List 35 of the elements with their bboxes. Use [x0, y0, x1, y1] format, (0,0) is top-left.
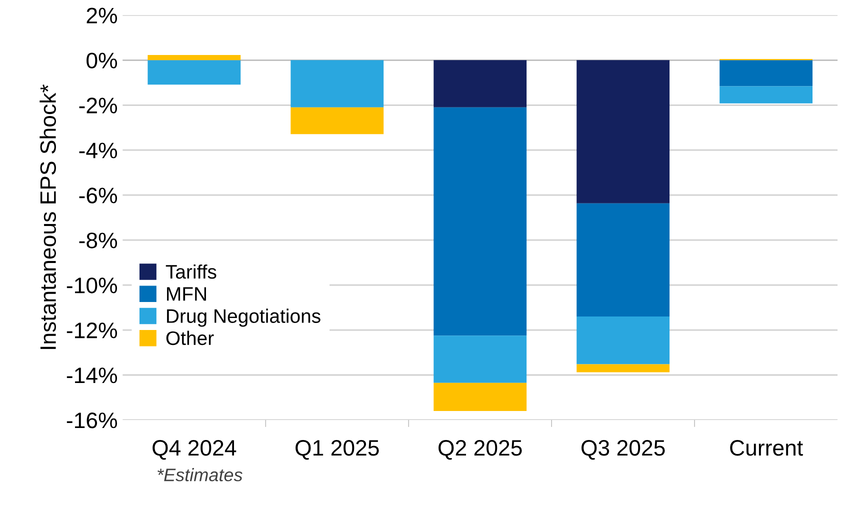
bar: [720, 86, 813, 104]
x-tick-label: Current: [730, 440, 803, 456]
x-tick-label: Q2 2025: [438, 440, 522, 460]
y-tick-label: -2%: [79, 98, 118, 114]
y-axis-title: Instantaneous EPS Shock*: [40, 84, 56, 349]
bar: [576, 316, 670, 364]
bar: [720, 60, 813, 86]
y-tick-label: -10%: [66, 278, 118, 294]
y-tick-label: 0%: [86, 52, 118, 68]
bar: [576, 203, 670, 317]
legend-label: MFN: [167, 287, 206, 301]
y-tick-label: -12%: [66, 322, 118, 338]
y-tick-label: -8%: [79, 232, 118, 248]
legend-label: Tariffs: [166, 264, 216, 279]
y-tick-label: -4%: [79, 142, 118, 158]
bar: [290, 60, 384, 108]
legend-label: Other: [166, 330, 214, 346]
bar: [434, 60, 527, 108]
bar: [576, 60, 670, 204]
bar: [434, 336, 527, 383]
x-tick-label: Q4 2024: [152, 440, 236, 460]
y-tick-label: -16%: [66, 412, 118, 428]
bar: [290, 107, 384, 134]
bar: [576, 364, 670, 372]
y-tick-label: -6%: [79, 188, 118, 204]
bar: [434, 382, 527, 411]
x-tick-label: Q1 2025: [296, 440, 379, 460]
legend-label: Drug Negotiations: [167, 308, 320, 327]
bar: [148, 60, 241, 85]
bar: [434, 107, 527, 336]
text: *Estimates: [158, 468, 242, 482]
bar: [148, 54, 241, 60]
y-tick-label: 2%: [86, 8, 118, 24]
x-tick-label: Q3 2025: [582, 440, 665, 460]
y-tick-label: -14%: [66, 368, 118, 384]
